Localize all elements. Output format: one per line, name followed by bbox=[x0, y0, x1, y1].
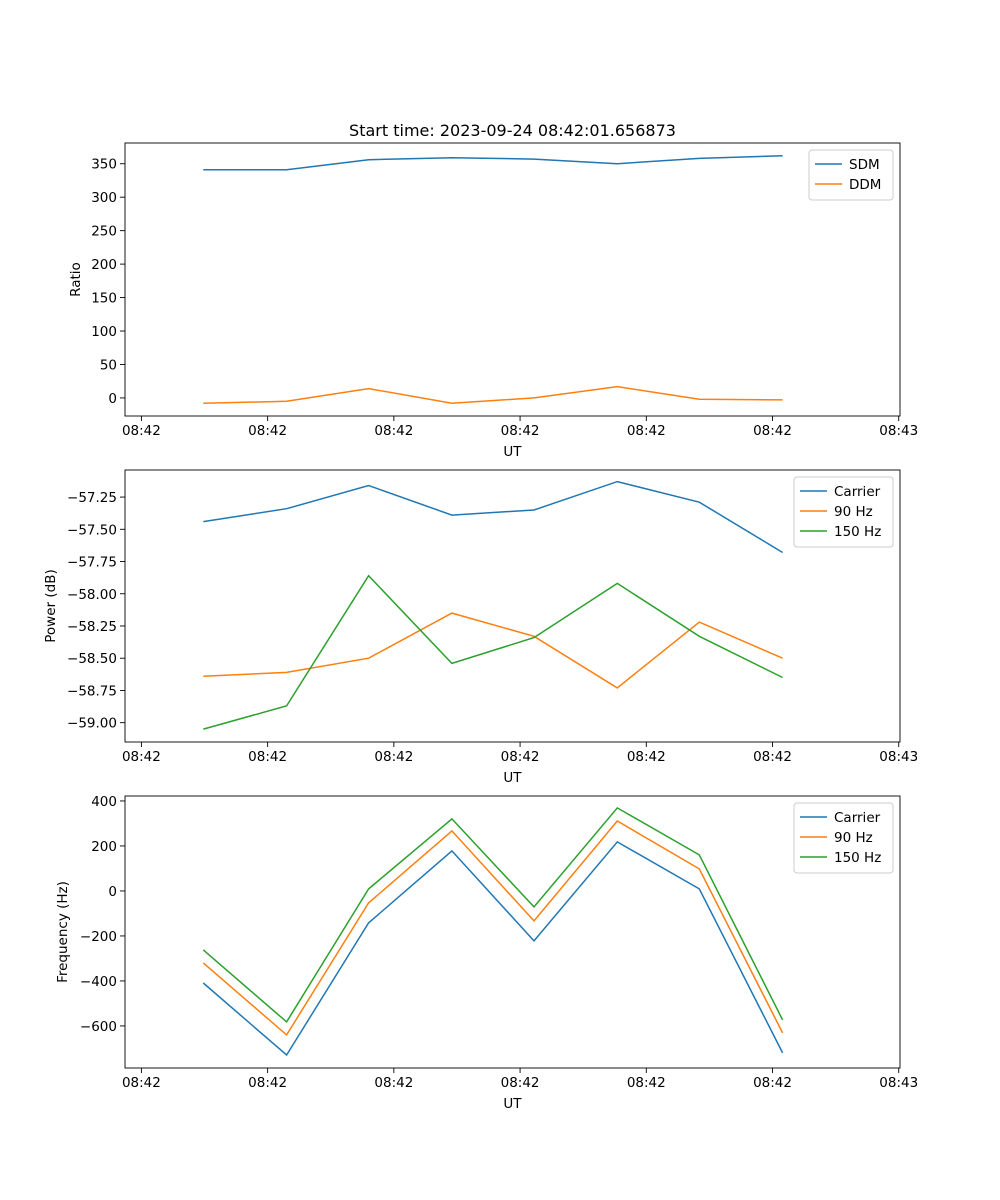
legend-label: 150 Hz bbox=[834, 850, 881, 866]
x-tick-label: 08:42 bbox=[753, 1075, 792, 1091]
y-tick-label: 0 bbox=[108, 884, 117, 900]
legend-label: DDM bbox=[849, 177, 881, 193]
series-line-carrier bbox=[202, 840, 784, 1057]
x-tick-label: 08:42 bbox=[753, 749, 792, 765]
x-tick-label: 08:42 bbox=[627, 423, 666, 439]
legend: SDM DDM bbox=[808, 149, 894, 201]
legend-label: SDM bbox=[849, 157, 880, 173]
y-tick-label: −57.75 bbox=[67, 555, 117, 571]
x-tick-label: 08:42 bbox=[501, 423, 540, 439]
y-axis-label: Frequency (Hz) bbox=[55, 881, 71, 983]
y-tick-label: −58.00 bbox=[67, 587, 117, 603]
x-tick-label: 08:42 bbox=[248, 423, 287, 439]
subplot-2: 08:42 08:42 08:42 08:42 08:42 08:42 08:43 UT −59… bbox=[43, 469, 918, 786]
x-tick-label: 08:42 bbox=[374, 749, 413, 765]
x-tick-label: 08:42 bbox=[122, 423, 161, 439]
axes-frame bbox=[124, 469, 901, 743]
x-axis-label: UT bbox=[503, 1096, 522, 1112]
y-tick-label: −400 bbox=[80, 974, 117, 990]
series-line-150-hz bbox=[203, 574, 783, 730]
legend: Carrier 90 Hz 150 Hz bbox=[793, 802, 894, 874]
chart-title: Start time: 2023-09-24 08:42:01.656873 bbox=[349, 121, 676, 140]
y-tick-label: −600 bbox=[80, 1019, 117, 1035]
x-tick-label: 08:43 bbox=[879, 1075, 918, 1091]
y-axis-label: Power (dB) bbox=[43, 569, 59, 642]
subplot-1: Start time: 2023-09-24 08:42:01.656873 08… bbox=[68, 121, 918, 460]
legend-label: 150 Hz bbox=[834, 524, 881, 540]
x-tick-label: 08:42 bbox=[374, 423, 413, 439]
x-tick-label: 08:42 bbox=[122, 1075, 161, 1091]
legend-box bbox=[793, 476, 894, 548]
legend-label: 90 Hz bbox=[834, 830, 873, 846]
y-tick-label: 100 bbox=[91, 324, 117, 340]
x-axis-label: UT bbox=[503, 770, 522, 786]
x-tick-label: 08:42 bbox=[627, 1075, 666, 1091]
x-tick-label: 08:42 bbox=[374, 1075, 413, 1091]
legend-label: Carrier bbox=[834, 810, 881, 826]
subplot-3: 08:42 08:42 08:42 08:42 08:42 08:42 08:43 UT −60… bbox=[55, 794, 918, 1112]
y-tick-label: 0 bbox=[108, 391, 117, 407]
y-tick-label: 400 bbox=[91, 794, 117, 810]
y-tick-label: −57.50 bbox=[67, 522, 117, 538]
axes-frame bbox=[124, 142, 901, 417]
x-tick-label: 08:42 bbox=[501, 1075, 540, 1091]
axes-frame bbox=[124, 795, 901, 1069]
y-tick-label: −59.00 bbox=[67, 716, 117, 732]
x-tick-label: 08:42 bbox=[627, 749, 666, 765]
y-tick-label: 200 bbox=[91, 839, 117, 855]
x-tick-label: 08:42 bbox=[753, 423, 792, 439]
y-tick-label: 350 bbox=[91, 157, 117, 173]
series-line-150-hz bbox=[202, 806, 784, 1024]
y-tick-label: −200 bbox=[80, 929, 117, 945]
x-tick-label: 08:42 bbox=[248, 1075, 287, 1091]
x-tick-label: 08:42 bbox=[501, 749, 540, 765]
legend-label: 90 Hz bbox=[834, 504, 873, 520]
y-tick-label: 50 bbox=[100, 357, 117, 373]
y-tick-label: −58.50 bbox=[67, 651, 117, 667]
y-tick-label: 150 bbox=[91, 291, 117, 307]
legend: Carrier 90 Hz 150 Hz bbox=[793, 476, 894, 548]
legend-box bbox=[793, 802, 894, 874]
x-tick-label: 08:43 bbox=[879, 423, 918, 439]
series-line-ddm bbox=[203, 385, 783, 405]
x-axis-label: UT bbox=[503, 444, 522, 460]
series-line-90-hz bbox=[202, 820, 784, 1037]
y-tick-label: −58.75 bbox=[67, 683, 117, 699]
y-tick-label: 200 bbox=[91, 257, 117, 273]
series-line-90-hz bbox=[203, 612, 783, 689]
x-tick-label: 08:43 bbox=[879, 749, 918, 765]
series-line-carrier bbox=[203, 480, 783, 554]
y-tick-label: −57.25 bbox=[67, 490, 117, 506]
x-tick-label: 08:42 bbox=[248, 749, 287, 765]
series-line-sdm bbox=[203, 154, 783, 171]
legend-label: Carrier bbox=[834, 484, 881, 500]
y-tick-label: 250 bbox=[91, 224, 117, 240]
x-tick-label: 08:42 bbox=[122, 749, 161, 765]
y-tick-label: −58.25 bbox=[67, 619, 117, 635]
legend-box bbox=[808, 149, 894, 201]
y-tick-label: 300 bbox=[91, 190, 117, 206]
y-axis-label: Ratio bbox=[68, 262, 84, 297]
